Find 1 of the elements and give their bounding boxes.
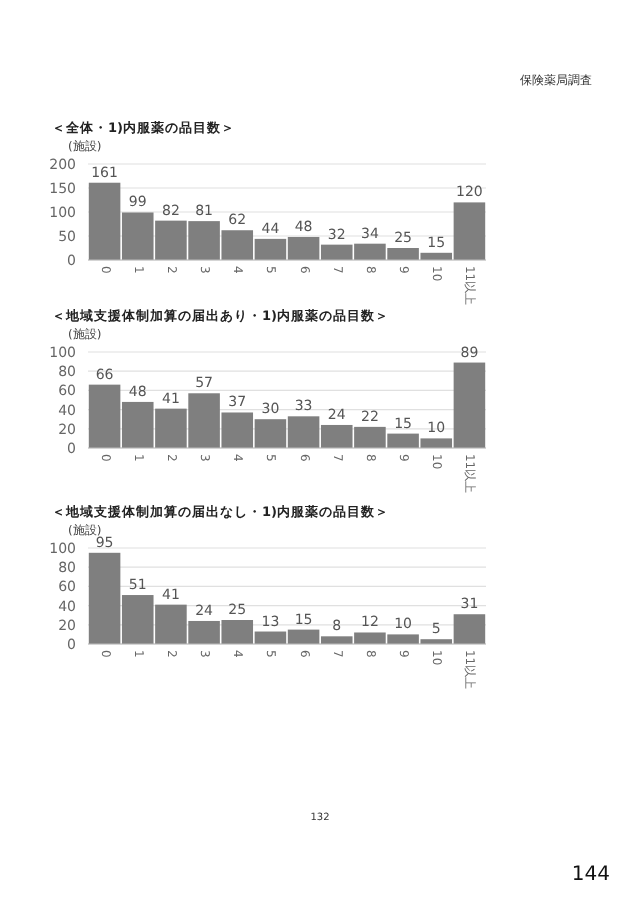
text: 144 xyxy=(571,864,610,886)
